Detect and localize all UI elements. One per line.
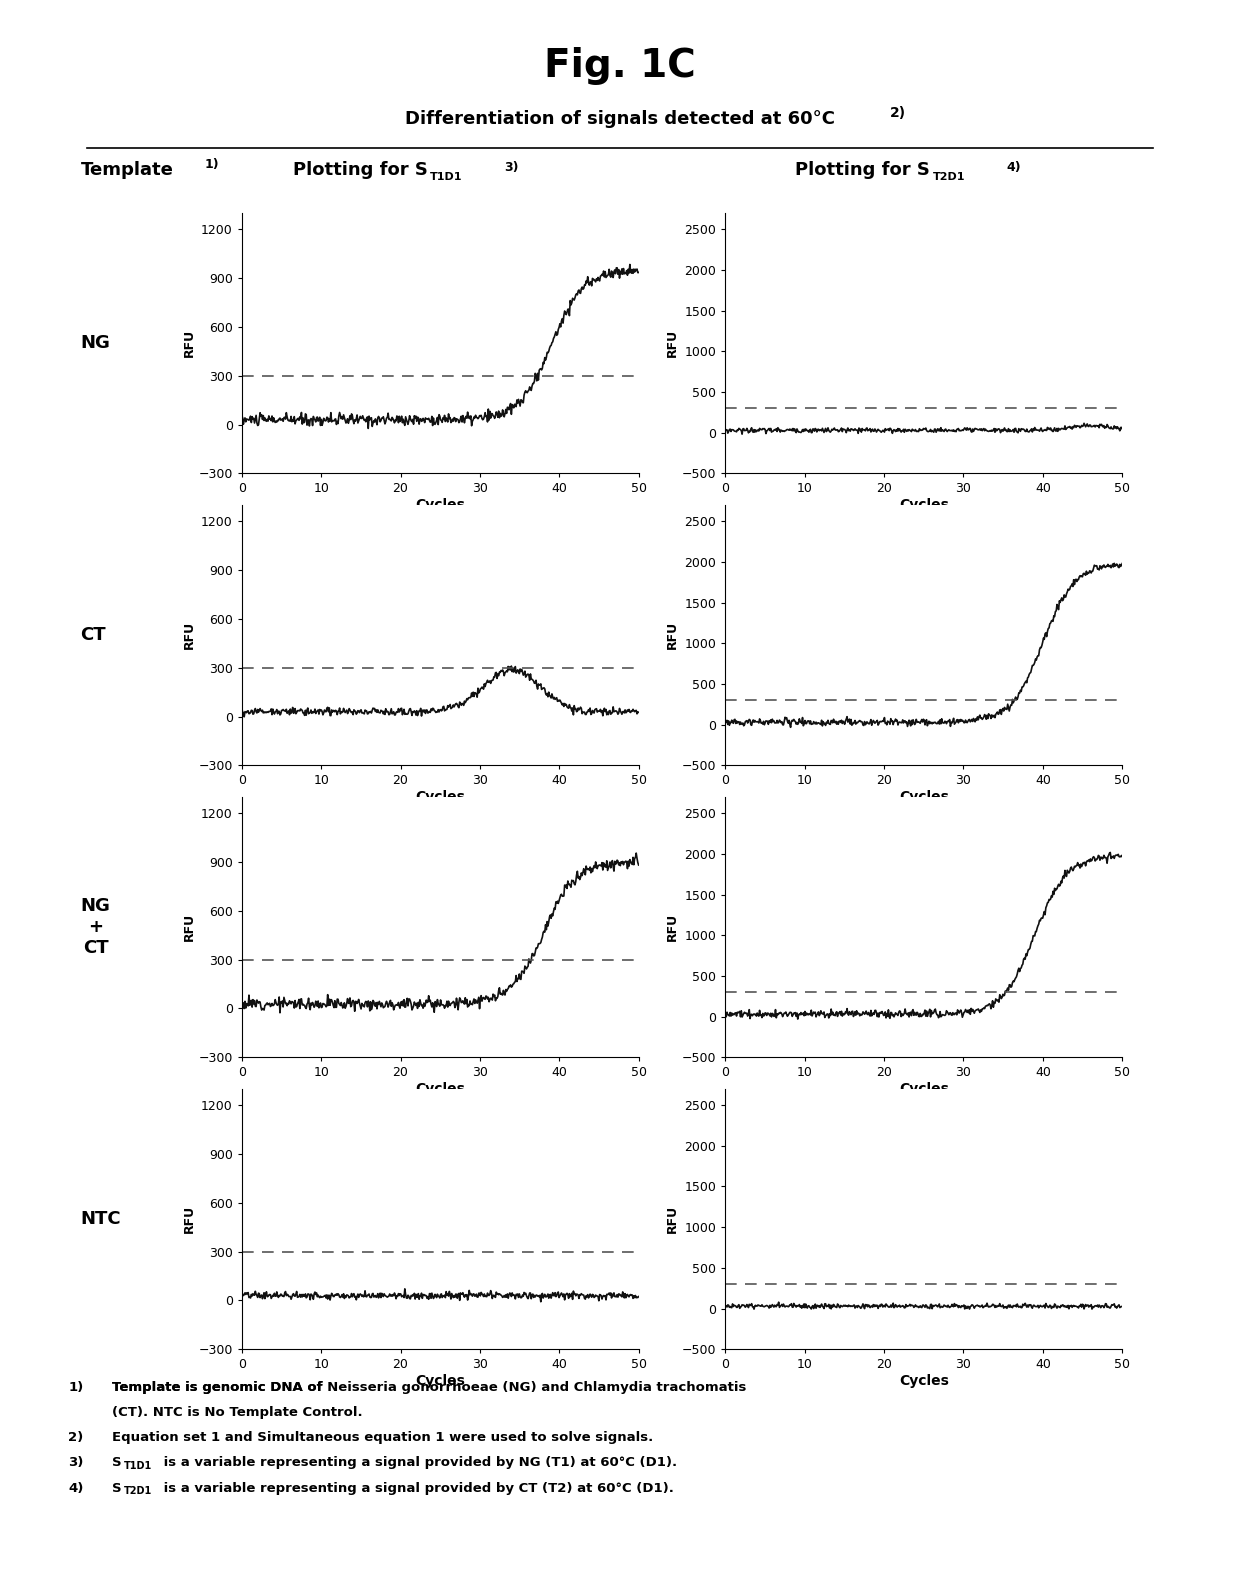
Text: 1): 1) xyxy=(205,158,219,170)
Text: Equation set 1 and Simultaneous equation 1 were used to solve signals.: Equation set 1 and Simultaneous equation… xyxy=(112,1431,652,1444)
X-axis label: Cycles: Cycles xyxy=(415,1374,465,1389)
Text: S: S xyxy=(112,1482,122,1494)
Text: is a variable representing a signal provided by NG (T1) at 60°C (D1).: is a variable representing a signal prov… xyxy=(159,1456,677,1469)
X-axis label: Cycles: Cycles xyxy=(415,791,465,805)
Text: T1D1: T1D1 xyxy=(124,1461,153,1471)
X-axis label: Cycles: Cycles xyxy=(899,791,949,805)
Text: 4): 4) xyxy=(68,1482,83,1494)
X-axis label: Cycles: Cycles xyxy=(899,499,949,513)
Y-axis label: RFU: RFU xyxy=(182,330,196,357)
Text: Differentiation of signals detected at 60°C: Differentiation of signals detected at 6… xyxy=(405,110,835,128)
Text: S: S xyxy=(112,1456,122,1469)
Text: Plotting for S: Plotting for S xyxy=(293,161,428,178)
Text: 2): 2) xyxy=(68,1431,83,1444)
Text: NTC: NTC xyxy=(81,1210,122,1228)
Y-axis label: RFU: RFU xyxy=(666,622,680,649)
Text: Template: Template xyxy=(81,161,174,178)
Y-axis label: RFU: RFU xyxy=(666,1206,680,1232)
Text: 3): 3) xyxy=(68,1456,83,1469)
Text: CT: CT xyxy=(81,626,107,644)
X-axis label: Cycles: Cycles xyxy=(415,1083,465,1097)
Text: Template is genomic DNA of: Template is genomic DNA of xyxy=(112,1381,326,1393)
X-axis label: Cycles: Cycles xyxy=(899,1374,949,1389)
X-axis label: Cycles: Cycles xyxy=(899,1083,949,1097)
Text: Template is genomic DNA of Neisseria gonorrhoeae (NG) and Chlamydia trachomatis: Template is genomic DNA of Neisseria gon… xyxy=(112,1381,746,1393)
Text: Plotting for S: Plotting for S xyxy=(795,161,930,178)
Text: NG: NG xyxy=(81,335,110,352)
Y-axis label: RFU: RFU xyxy=(182,914,196,940)
Text: is a variable representing a signal provided by CT (T2) at 60°C (D1).: is a variable representing a signal prov… xyxy=(159,1482,673,1494)
Text: T2D1: T2D1 xyxy=(124,1486,153,1496)
X-axis label: Cycles: Cycles xyxy=(415,499,465,513)
Text: NG
+
CT: NG + CT xyxy=(81,898,110,956)
Y-axis label: RFU: RFU xyxy=(666,330,680,357)
Text: 2): 2) xyxy=(890,106,906,120)
Text: T2D1: T2D1 xyxy=(932,172,965,181)
Text: 1): 1) xyxy=(68,1381,83,1393)
Y-axis label: RFU: RFU xyxy=(182,622,196,649)
Text: (CT). NTC is No Template Control.: (CT). NTC is No Template Control. xyxy=(112,1406,362,1419)
Text: 3): 3) xyxy=(505,161,520,174)
Y-axis label: RFU: RFU xyxy=(666,914,680,940)
Text: T1D1: T1D1 xyxy=(430,172,463,181)
Y-axis label: RFU: RFU xyxy=(182,1206,196,1232)
Text: Fig. 1C: Fig. 1C xyxy=(544,47,696,85)
Text: 4): 4) xyxy=(1007,161,1022,174)
